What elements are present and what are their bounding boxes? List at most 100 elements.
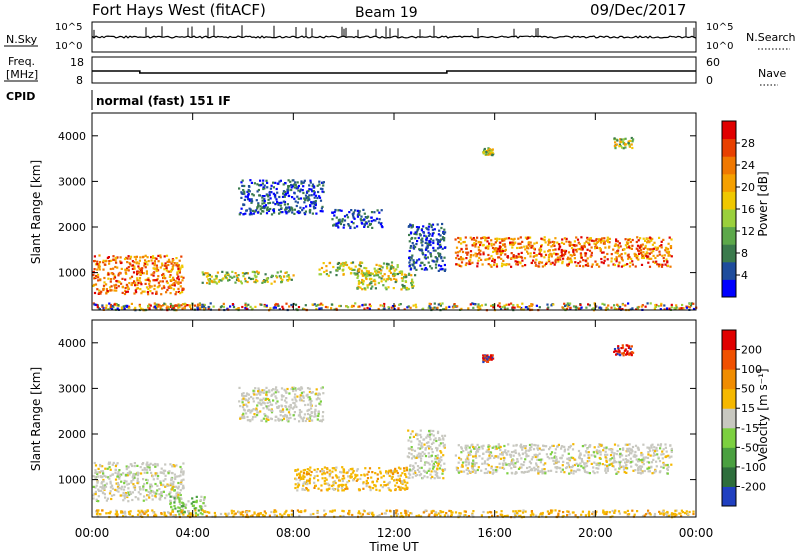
range-gate-cell xyxy=(421,454,424,457)
range-gate-cell xyxy=(138,511,141,514)
range-gate-cell xyxy=(664,249,667,252)
range-gate-cell xyxy=(313,191,316,194)
range-gate-cell xyxy=(642,443,645,446)
range-gate-cell xyxy=(391,305,395,308)
range-gate-cell xyxy=(661,457,664,460)
range-gate-cell xyxy=(317,190,320,194)
range-gate-cell xyxy=(682,307,685,310)
range-gate-cell xyxy=(98,291,101,295)
range-gate-cell xyxy=(414,474,417,477)
range-gate-cell xyxy=(104,467,107,470)
range-gate-cell xyxy=(580,253,583,256)
range-gate-cell xyxy=(502,263,506,266)
range-gate-cell xyxy=(487,245,490,248)
range-gate-cell xyxy=(573,463,577,467)
range-gate-cell xyxy=(484,356,487,359)
range-gate-cell xyxy=(270,510,273,514)
range-gate-cell xyxy=(356,286,359,290)
range-gate-cell xyxy=(375,269,378,272)
range-gate-cell xyxy=(658,510,661,513)
range-gate-cell xyxy=(365,222,368,225)
range-gate-cell xyxy=(310,411,313,414)
range-gate-cell xyxy=(574,248,577,251)
range-gate-cell xyxy=(428,243,431,246)
range-gate-cell xyxy=(409,473,412,476)
range-gate-cell xyxy=(337,222,340,225)
range-gate-cell xyxy=(256,404,259,407)
range-gate-cell xyxy=(590,265,593,268)
range-gate-cell xyxy=(464,263,467,267)
range-gate-cell xyxy=(622,351,625,355)
range-gate-cell xyxy=(338,209,341,212)
range-gate-cell xyxy=(409,306,412,309)
range-gate-cell xyxy=(512,254,515,257)
range-gate-cell xyxy=(600,307,603,310)
range-gate-cell xyxy=(392,287,395,290)
range-gate-cell xyxy=(482,444,485,447)
range-gate-cell xyxy=(616,471,619,474)
range-gate-cell xyxy=(103,487,106,490)
range-gate-cell xyxy=(490,265,493,268)
range-gate-cell xyxy=(437,438,441,441)
range-gate-cell xyxy=(501,262,504,265)
range-gate-cell xyxy=(203,497,206,500)
range-gate-cell xyxy=(374,485,377,488)
range-gate-cell xyxy=(557,260,560,263)
range-gate-cell xyxy=(124,286,127,290)
range-gate-cell xyxy=(375,263,378,266)
range-gate-cell xyxy=(411,224,414,227)
range-gate-cell xyxy=(432,441,435,444)
range-gate-cell xyxy=(530,303,533,306)
range-gate-cell xyxy=(169,302,172,306)
range-gate-cell xyxy=(584,252,588,255)
range-gate-cell xyxy=(98,471,101,474)
range-gate-cell xyxy=(684,512,687,515)
range-gate-cell xyxy=(559,255,562,259)
range-gate-cell xyxy=(618,307,621,310)
range-gate-cell xyxy=(93,255,96,258)
range-gate-cell xyxy=(127,287,130,290)
range-gate-cell xyxy=(648,461,651,464)
range-gate-cell xyxy=(587,241,590,245)
range-gate-cell xyxy=(148,303,151,306)
range-gate-cell xyxy=(471,462,474,466)
range-gate-cell xyxy=(482,360,485,364)
range-gate-cell xyxy=(614,147,617,150)
range-gate-cell xyxy=(504,462,507,465)
range-gate-cell xyxy=(296,473,299,476)
range-gate-cell xyxy=(457,470,460,473)
range-gate-cell xyxy=(392,274,395,278)
range-gate-cell xyxy=(581,247,584,250)
range-gate-cell xyxy=(292,387,295,390)
range-gate-cell xyxy=(242,397,245,400)
range-gate-cell xyxy=(118,469,121,472)
range-gate-cell xyxy=(318,180,321,183)
range-gate-cell xyxy=(526,250,529,253)
range-gate-cell xyxy=(387,306,390,309)
range-gate-cell xyxy=(127,510,131,514)
range-gate-cell xyxy=(618,350,621,353)
range-gate-cell xyxy=(432,241,435,245)
range-gate-cell xyxy=(579,308,582,311)
range-gate-cell xyxy=(424,455,428,458)
range-gate-cell xyxy=(115,283,118,286)
range-gate-cell xyxy=(169,292,172,295)
range-gate-cell xyxy=(152,267,155,270)
range-gate-cell xyxy=(176,475,179,478)
range-gate-cell xyxy=(114,468,117,472)
range-gate-cell xyxy=(468,451,471,454)
range-gate-cell xyxy=(139,269,142,272)
range-gate-cell xyxy=(181,509,184,512)
range-gate-cell xyxy=(639,237,642,240)
range-gate-cell xyxy=(260,403,263,406)
range-gate-cell xyxy=(590,254,593,257)
range-gate-cell xyxy=(290,303,293,307)
range-gate-cell xyxy=(533,469,536,472)
range-gate-cell xyxy=(530,458,533,461)
range-gate-cell xyxy=(414,231,417,234)
range-gate-cell xyxy=(168,511,171,515)
range-gate-cell xyxy=(389,489,392,492)
range-gate-cell xyxy=(520,463,523,466)
range-gate-cell xyxy=(245,305,248,308)
range-gate-cell xyxy=(309,401,312,404)
